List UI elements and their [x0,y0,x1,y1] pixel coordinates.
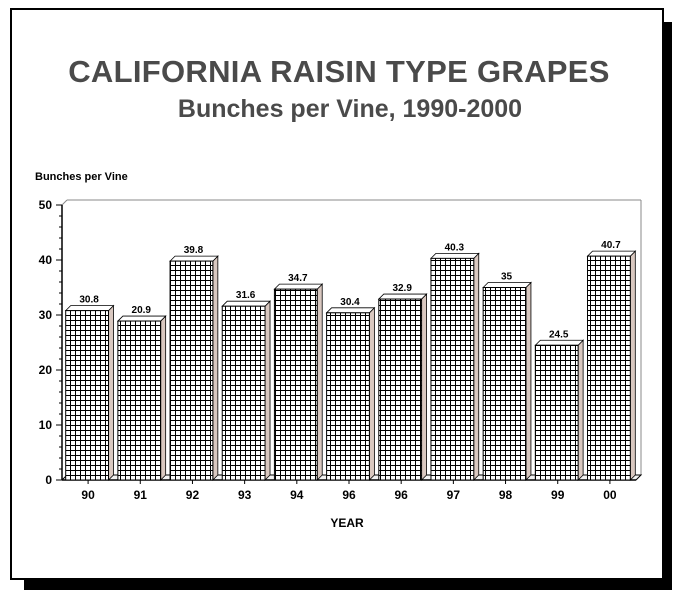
bar-value-label: 32.9 [392,283,412,294]
y-tick-label: 50 [39,198,53,212]
x-tick-label: 91 [134,488,148,502]
bar-top [64,305,115,312]
bar-value-label: 24.5 [549,329,569,340]
bar [326,312,370,481]
bar-top [534,339,585,346]
y-axis-label: Bunches per Vine [35,171,128,183]
bar [482,287,527,481]
bar-top [377,293,428,300]
x-tick-label: 90 [81,488,95,502]
bar-side [473,252,480,481]
bar [430,257,475,481]
bar [221,305,266,481]
bar-side [368,306,375,481]
bar-group: 24.5 [534,329,585,481]
bar-top [430,252,480,259]
bar-value-label: 39.8 [184,245,204,256]
x-tick-label: 92 [186,488,200,502]
x-tick-label: 98 [499,488,513,502]
bar-group: 34.7 [273,273,324,481]
bar-value-label: 34.7 [288,273,308,284]
bar-side [264,300,271,481]
bar-group: 30.8 [64,295,115,481]
y-tick-label: 30 [39,308,53,322]
bar-top [586,250,637,257]
bar-side [629,250,636,481]
y-tick-label: 40 [39,253,53,267]
plot-corner-edge [61,199,68,206]
bar-group: 32.9 [377,283,428,481]
bar-group: 20.9 [116,305,167,481]
x-tick-label: 94 [290,488,304,502]
bar-value-label: 31.6 [236,290,256,301]
x-tick-label: 00 [603,488,617,502]
bar-top [169,255,219,262]
x-tick-label: 96 [395,488,409,502]
bars: 30.8 20.9 39.8 31.6 34.7 30.4 32.9 40.3 35 24.5 40… [64,240,637,481]
bar-side [577,339,584,481]
bar [117,320,162,481]
y-tick-label: 0 [45,473,52,487]
bar-side [108,304,114,481]
y-tick-label: 20 [39,363,53,377]
bar-group: 40.7 [586,240,637,481]
bar-side [525,281,532,481]
chart-frame [10,8,664,580]
x-tick-label: 93 [238,488,252,502]
bar-value-label: 30.4 [340,297,360,308]
bar-top [325,307,376,314]
x-axis-label: YEAR [330,516,364,530]
chart-subtitle: Bunches per Vine, 1990-2000 [177,95,523,123]
bar-group: 35 [482,272,532,481]
x-tick-label: 97 [447,488,461,502]
bar [587,255,631,481]
bar-side [212,255,219,481]
bar [65,310,109,481]
bar-top [116,315,167,322]
bar [273,288,318,481]
bar-value-label: 40.3 [445,242,465,253]
bar-group: 30.4 [325,297,376,481]
y-tick-label: 10 [39,418,53,432]
bar-group: 39.8 [169,245,219,481]
bar-top [273,283,324,290]
x-tick-label: 96 [342,488,356,502]
bar-group: 40.3 [430,242,480,481]
x-tick-label: 99 [551,488,565,502]
bar-group: 31.6 [221,290,271,481]
bar [378,298,423,481]
bar-value-label: 20.9 [132,305,152,316]
bar-top [221,300,271,307]
bar-top [482,282,532,288]
bar [169,260,214,481]
bar-value-label: 35 [501,272,513,283]
bar-side [421,293,427,481]
bar-value-label: 40.7 [601,240,621,251]
bar-value-label: 30.8 [79,295,99,306]
bar [534,344,579,481]
bar-side [316,283,323,481]
chart-title: CALIFORNIA RAISIN TYPE GRAPES [68,54,610,89]
bar-side [160,315,167,481]
